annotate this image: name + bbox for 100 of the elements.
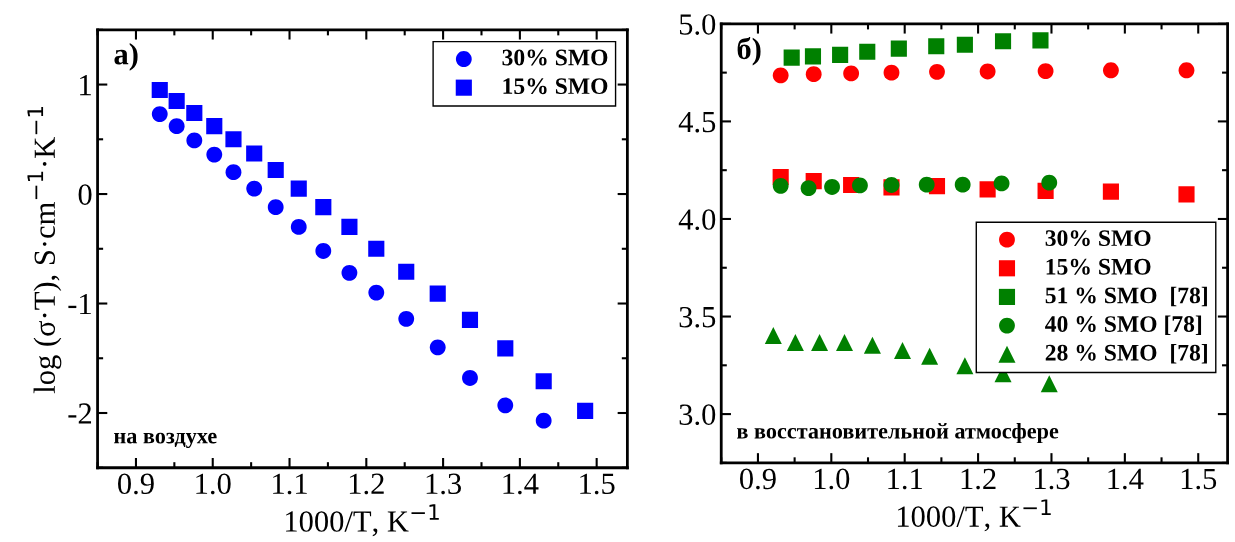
point [979, 63, 996, 80]
point [341, 264, 358, 281]
x-tick-label: 1.3 [1035, 468, 1070, 490]
y-tick-label: 4.5 [678, 111, 716, 133]
point [928, 38, 945, 55]
point [290, 180, 307, 197]
legend-label: 30% SMO [502, 49, 608, 66]
point [772, 177, 789, 194]
point [429, 285, 446, 302]
y-tick-label: 1 [80, 74, 91, 96]
point [764, 326, 782, 344]
point [186, 104, 203, 122]
point [429, 339, 446, 356]
point [577, 402, 594, 419]
point [979, 181, 996, 198]
point [786, 333, 804, 351]
point [368, 284, 385, 301]
x-tick-label: 1.4 [503, 473, 539, 495]
y-tick-label: 3.0 [679, 404, 716, 426]
point [225, 131, 242, 148]
x-tick-label: 1.3 [426, 473, 461, 495]
point [804, 48, 822, 65]
x-tick-label: 1.0 [196, 473, 231, 495]
point [315, 199, 332, 216]
annotation: а) [114, 42, 138, 71]
point [811, 333, 829, 351]
x-tick-label: 1.5 [1181, 468, 1217, 490]
y-tick-label: -2 [68, 403, 92, 424]
point [398, 310, 415, 327]
point [783, 49, 800, 66]
point [993, 175, 1010, 192]
legend-label: 51 % SMO [78] [1045, 286, 1207, 307]
point [824, 179, 840, 195]
legend-label: 28 % SMO [78] [1045, 344, 1207, 364]
point [890, 40, 907, 57]
point [852, 177, 868, 194]
annotation: в восстановительной атмосфере [737, 422, 1059, 444]
legend-label: 30% SMO [1045, 230, 1151, 247]
point [859, 43, 876, 60]
point [461, 311, 479, 329]
point [1102, 62, 1119, 79]
point [225, 164, 242, 181]
point [772, 67, 789, 84]
point [497, 340, 514, 357]
point [836, 333, 854, 351]
point [1178, 62, 1195, 79]
legend-label: 40 % SMO [78] [1045, 315, 1202, 335]
point [398, 263, 415, 280]
point [535, 412, 552, 429]
point [893, 341, 911, 359]
point [462, 370, 478, 386]
point [535, 373, 552, 390]
legend-label: 15% SMO [503, 78, 608, 95]
point [168, 92, 185, 110]
x-tick-label: 1.2 [349, 473, 384, 495]
point [206, 146, 223, 163]
y-tick-label: 0 [78, 184, 92, 205]
y-tick-label: -1 [68, 293, 91, 315]
point [151, 106, 168, 123]
point [883, 64, 900, 81]
point [994, 33, 1012, 50]
point [368, 240, 385, 257]
point [918, 176, 935, 193]
y-tick-label: 4.0 [678, 209, 716, 230]
point [1102, 183, 1119, 200]
y-axis-title: log (σ·T), S·cm$^{−1}$·K$^{−1}$ [27, 106, 62, 394]
point [246, 145, 263, 162]
point [246, 180, 263, 197]
annotation: на воздухе [114, 432, 217, 449]
point [151, 81, 168, 99]
point [341, 218, 358, 235]
point [863, 336, 881, 354]
point [267, 161, 284, 179]
point [315, 243, 332, 259]
point [843, 65, 860, 82]
point [1037, 63, 1054, 79]
x-tick-label: 1.1 [273, 473, 307, 495]
x-tick-label: 1.1 [888, 468, 922, 490]
point [832, 46, 849, 63]
point [956, 357, 974, 375]
x-tick-label: 0.9 [118, 473, 154, 495]
point [290, 218, 307, 235]
point [497, 397, 514, 414]
x-axis-title: 1000/T, K$^{−1}$ [286, 504, 439, 537]
y-tick-label: 3.5 [679, 306, 716, 328]
point [267, 199, 284, 216]
point [1032, 32, 1049, 49]
point [800, 180, 817, 197]
point [186, 132, 203, 149]
point [956, 36, 973, 53]
point [1040, 375, 1058, 393]
x-tick-label: 0.9 [740, 468, 776, 490]
point [929, 63, 945, 80]
annotation: б) [737, 37, 761, 66]
x-tick-label: 1.0 [814, 468, 850, 490]
point [1178, 186, 1195, 203]
legend-label: 15% SMO [1046, 258, 1151, 275]
point [206, 118, 223, 135]
point [954, 176, 971, 193]
point [168, 118, 185, 135]
